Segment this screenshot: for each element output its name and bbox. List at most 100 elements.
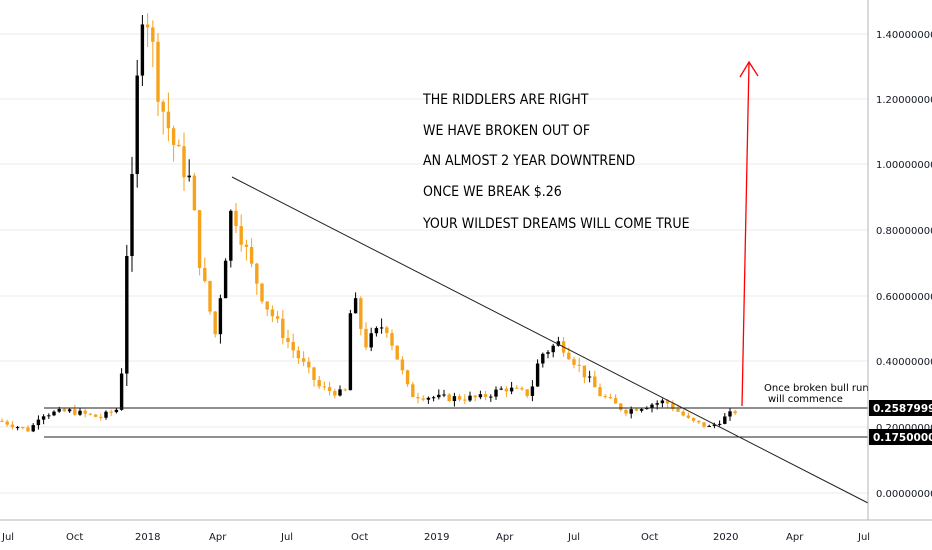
- x-tick-label: Oct: [641, 532, 658, 543]
- candle-body: [62, 409, 67, 412]
- candle-body: [286, 337, 290, 343]
- x-tick-label: 2018: [135, 532, 160, 543]
- x-tick-label: Jul: [280, 532, 293, 543]
- candle-body: [265, 301, 269, 310]
- annotation-line-3: AN ALMOST 2 YEAR DOWNTREND: [423, 153, 635, 169]
- candle-body: [619, 403, 623, 410]
- candle-body: [338, 389, 342, 396]
- candle-body: [73, 409, 77, 415]
- candle-body: [499, 388, 503, 390]
- candle-body: [244, 244, 249, 247]
- candle-body: [109, 411, 113, 413]
- price-badge-upper: [869, 400, 932, 416]
- candle-body: [182, 146, 186, 178]
- candle-body: [733, 411, 737, 414]
- candle-body: [93, 414, 98, 417]
- x-tick-label: Jul: [1, 532, 14, 543]
- y-tick-label: 0.60000000: [876, 292, 932, 303]
- candle-body: [395, 345, 399, 360]
- candle-body: [442, 394, 446, 396]
- candle-body: [57, 409, 61, 412]
- annotation-block: THE RIDDLERS ARE RIGHT WE HAVE BROKEN OU…: [422, 92, 869, 405]
- candle-body: [645, 407, 649, 410]
- candle-body: [379, 327, 384, 329]
- candle-body: [608, 397, 613, 399]
- candle-body: [47, 415, 51, 417]
- candle-body: [151, 27, 155, 42]
- candle-body: [702, 422, 706, 427]
- candle-body: [530, 386, 535, 396]
- candle-body: [489, 396, 493, 398]
- candle-body: [541, 353, 545, 364]
- candle-body: [556, 341, 561, 346]
- candle-body: [312, 367, 316, 381]
- candle-body: [598, 387, 602, 397]
- candle-body: [431, 397, 436, 399]
- candle-body: [140, 24, 145, 76]
- candle-body: [369, 333, 373, 348]
- candle-body: [26, 427, 30, 432]
- candle-body: [161, 101, 165, 112]
- candle-body: [660, 400, 665, 404]
- candle-body: [707, 425, 711, 427]
- x-tick-label: Apr: [209, 532, 227, 543]
- candle-body: [494, 389, 498, 397]
- y-tick-label: 0.40000000: [876, 357, 932, 368]
- candle-body: [322, 386, 327, 388]
- time-axis[interactable]: Jul Oct 2018 Apr Jul Oct 2019 Apr Jul Oc…: [0, 519, 932, 543]
- candle-body: [691, 417, 696, 421]
- candle-body: [353, 298, 358, 314]
- x-tick-label: 2020: [713, 532, 738, 543]
- candle-body: [135, 75, 139, 174]
- candle-body: [260, 283, 264, 302]
- candle-body: [275, 316, 280, 319]
- candle-body: [567, 352, 571, 360]
- candle-body: [634, 409, 639, 411]
- annotation-line-2: WE HAVE BROKEN OUT OF: [423, 123, 590, 139]
- candle-body: [156, 41, 160, 102]
- candle-body: [203, 267, 207, 282]
- candle-body: [296, 350, 301, 359]
- candle-body: [374, 328, 379, 334]
- candle-body: [166, 111, 171, 129]
- candle-body: [317, 380, 321, 387]
- candle-body: [281, 318, 285, 338]
- candle-body: [437, 394, 441, 398]
- candle-body: [249, 246, 254, 264]
- candle-body: [650, 404, 654, 408]
- candle-body: [145, 24, 150, 28]
- candle-body: [5, 421, 9, 425]
- candle-body: [307, 361, 311, 368]
- candle-body: [655, 403, 659, 405]
- candle-body: [223, 260, 228, 299]
- candle-body: [463, 399, 467, 401]
- candle-body: [603, 396, 607, 398]
- candle-body: [291, 342, 295, 351]
- annotation-line-5: YOUR WILDEST DREAMS WILL COME TRUE: [422, 216, 690, 232]
- candle-body: [546, 352, 550, 354]
- candle-body: [104, 411, 108, 418]
- candle-body: [21, 427, 25, 429]
- candle-body: [343, 389, 347, 391]
- candle-body: [717, 423, 722, 425]
- candle-body: [41, 416, 46, 420]
- candle-body: [171, 128, 176, 145]
- candle-body: [665, 400, 670, 404]
- price-axis[interactable]: 1.40000000 1.20000000 1.00000000 0.80000…: [867, 0, 932, 520]
- candle-body: [0, 420, 4, 422]
- drawings: [44, 60, 869, 504]
- candle-body: [551, 345, 555, 353]
- candle-body: [177, 144, 181, 147]
- candle-body: [301, 358, 306, 362]
- candle-body: [10, 424, 15, 428]
- candle-body: [457, 396, 462, 400]
- candle-body: [187, 175, 191, 178]
- candle-body: [213, 311, 217, 335]
- candle-body: [416, 397, 420, 399]
- candle-body: [255, 263, 259, 284]
- x-tick-label: Apr: [786, 532, 804, 543]
- candle-body: [629, 409, 633, 414]
- candle-body: [119, 373, 124, 410]
- candle-body: [478, 394, 483, 398]
